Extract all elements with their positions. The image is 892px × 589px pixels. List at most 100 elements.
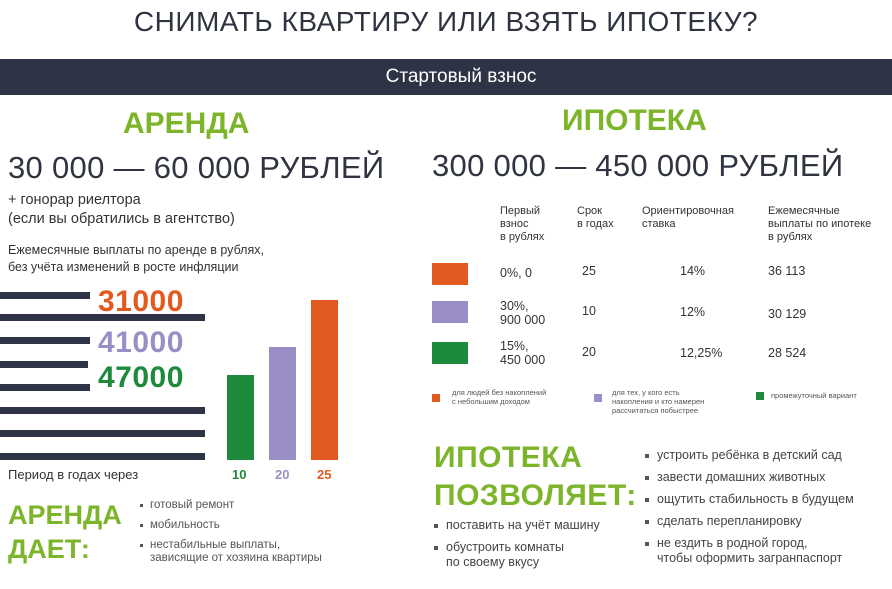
rent-gives-list: готовый ремонт мобильность нестабильные … bbox=[140, 499, 322, 565]
cell-monthly: 28 524 bbox=[768, 346, 807, 360]
header-line: ставка bbox=[642, 218, 676, 230]
list-item-text: обустроить комнаты bbox=[446, 540, 564, 554]
mortgage-allows-heading-line: ПОЗВОЛЯЕТ: bbox=[434, 479, 637, 512]
cell-line: 450 000 bbox=[500, 353, 546, 367]
list-item: нестабильные выплаты, зависящие от хозяин… bbox=[140, 539, 322, 565]
header-line: Первый bbox=[500, 205, 541, 217]
chart-stripe bbox=[0, 337, 90, 344]
chart-stripe bbox=[0, 292, 90, 299]
cell-rate: 14% bbox=[680, 264, 706, 278]
cell-monthly: 36 113 bbox=[768, 264, 806, 278]
list-item: не ездить в родной город, чтобы оформить … bbox=[645, 536, 854, 566]
legend-item: для людей без накоплений с небольшим дох… bbox=[452, 388, 546, 406]
list-item: поставить на учёт машину bbox=[434, 518, 600, 533]
rent-heading: АРЕНДА bbox=[123, 107, 250, 140]
cell-term: 10 bbox=[582, 304, 596, 318]
cell-term: 20 bbox=[582, 345, 596, 359]
rent-x-tick-20: 20 bbox=[275, 467, 290, 482]
list-item: мобильность bbox=[140, 519, 322, 532]
table-header-first-payment: Первый взнос в рублях bbox=[500, 205, 544, 244]
cell-first-payment: 15%, 450 000 bbox=[500, 339, 545, 367]
cell-line: 15%, bbox=[500, 339, 529, 353]
row-color-swatch bbox=[432, 263, 468, 285]
rent-bar-25 bbox=[311, 300, 338, 460]
cell-line: 30%, bbox=[500, 299, 529, 313]
legend-line: промежуточный вариант bbox=[771, 391, 857, 400]
list-item: сделать перепланировку bbox=[645, 514, 854, 529]
cell-line: 900 000 bbox=[500, 313, 546, 327]
rent-note-line: (если вы обратились в агентство) bbox=[8, 211, 235, 227]
header-line: в рублях bbox=[768, 231, 813, 243]
header-line: Срок bbox=[577, 205, 602, 217]
page-title: СНИМАТЬ КВАРТИРУ ИЛИ ВЗЯТЬ ИПОТЕКУ? bbox=[133, 6, 759, 37]
header-line: выплаты по ипотеке bbox=[768, 218, 872, 230]
list-item-text: не ездить в родной город, bbox=[657, 536, 808, 550]
legend-line: с небольшим доходом bbox=[452, 397, 530, 406]
table-header-rate: Ориентировочная ставка bbox=[642, 205, 734, 231]
period-label: Период в годах через bbox=[8, 467, 139, 482]
header-line: в годах bbox=[577, 218, 614, 230]
list-item: устроить ребёнка в детский сад bbox=[645, 448, 854, 463]
legend-swatch bbox=[594, 394, 602, 402]
cell-rate: 12% bbox=[680, 305, 706, 319]
cell-first-payment: 30%, 900 000 bbox=[500, 299, 545, 327]
cell-term: 25 bbox=[582, 264, 596, 278]
rent-bar-10 bbox=[227, 375, 254, 460]
rent-value-label-25: 31000 bbox=[98, 285, 184, 318]
chart-stripe bbox=[0, 407, 205, 414]
banner-label: Стартовый взнос bbox=[385, 66, 537, 87]
legend-line: для тех, у кого есть bbox=[612, 388, 680, 397]
rent-bar-20 bbox=[269, 347, 296, 460]
legend-line: для людей без накоплений bbox=[452, 388, 547, 397]
cell-rate: 12,25% bbox=[680, 346, 723, 360]
legend-line: рассчитаться побыстрее bbox=[612, 406, 699, 415]
legend-line: накопления и кто намерен bbox=[612, 397, 705, 406]
chart-stripe bbox=[0, 384, 90, 391]
row-color-swatch bbox=[432, 342, 468, 364]
rent-note: + гонорар риелтора (если вы обратились в… bbox=[8, 191, 235, 229]
rent-gives-heading: АРЕНДА ДАЕТ: bbox=[8, 498, 122, 566]
rent-price: 30 000 — 60 000 РУБЛЕЙ bbox=[8, 150, 385, 185]
rent-note-line: + гонорар риелтора bbox=[8, 192, 141, 208]
mortgage-allows-heading: ИПОТЕКА ПОЗВОЛЯЕТ: bbox=[434, 439, 637, 515]
header-line: взнос bbox=[500, 218, 529, 230]
mortgage-price: 300 000 — 450 000 РУБЛЕЙ bbox=[432, 148, 844, 183]
rent-value-label-20: 41000 bbox=[98, 326, 184, 359]
list-item-text: нестабильные выплаты, bbox=[150, 539, 281, 551]
table-header-term: Срок в годах bbox=[577, 205, 614, 231]
legend-item: промежуточный вариант bbox=[771, 391, 857, 400]
rent-x-tick-10: 10 bbox=[232, 467, 247, 482]
list-item: ощутить стабильность в будущем bbox=[645, 492, 854, 507]
mortgage-heading: ИПОТЕКА bbox=[562, 104, 707, 137]
rent-bar-chart bbox=[222, 300, 342, 460]
chart-stripe bbox=[0, 361, 88, 368]
rent-monthly-line: без учёта изменений в росте инфляции bbox=[8, 260, 239, 274]
rent-monthly-line: Ежемесячные выплаты по аренде в рублях, bbox=[8, 243, 264, 257]
chart-stripe bbox=[0, 453, 205, 460]
legend-swatch bbox=[756, 392, 764, 400]
list-item-text: по своему вкусу bbox=[446, 555, 540, 569]
rent-gives-heading-line: АРЕНДА bbox=[8, 500, 122, 530]
rent-x-tick-25: 25 bbox=[317, 467, 332, 482]
list-item: обустроить комнаты по своему вкусу bbox=[434, 540, 600, 570]
legend-swatch bbox=[432, 394, 440, 402]
legend-item: для тех, у кого есть накопления и кто на… bbox=[612, 388, 704, 415]
rent-value-label-10: 47000 bbox=[98, 361, 184, 394]
list-item-text: чтобы оформить загранпаспорт bbox=[657, 551, 843, 565]
cell-first-payment: 0%, 0 bbox=[500, 266, 532, 280]
list-item: завести домашних животных bbox=[645, 470, 854, 485]
header-line: в рублях bbox=[500, 231, 545, 243]
chart-stripe bbox=[0, 430, 205, 437]
rent-gives-heading-line: ДАЕТ: bbox=[8, 534, 90, 564]
header-line: Ориентировочная bbox=[642, 205, 734, 217]
list-item-text: зависящие от хозяина квартиры bbox=[150, 552, 322, 564]
rent-monthly-caption: Ежемесячные выплаты по аренде в рублях, … bbox=[8, 242, 264, 276]
row-color-swatch bbox=[432, 301, 468, 323]
mortgage-allows-list-right: устроить ребёнка в детский сад завести д… bbox=[645, 448, 854, 566]
chart-stripe bbox=[0, 314, 205, 321]
header-line: Ежемесячные bbox=[768, 205, 840, 217]
list-item: готовый ремонт bbox=[140, 499, 322, 512]
table-header-monthly: Ежемесячные выплаты по ипотеке в рублях bbox=[768, 205, 871, 244]
cell-monthly: 30 129 bbox=[768, 307, 807, 321]
mortgage-allows-heading-line: ИПОТЕКА bbox=[434, 441, 583, 474]
